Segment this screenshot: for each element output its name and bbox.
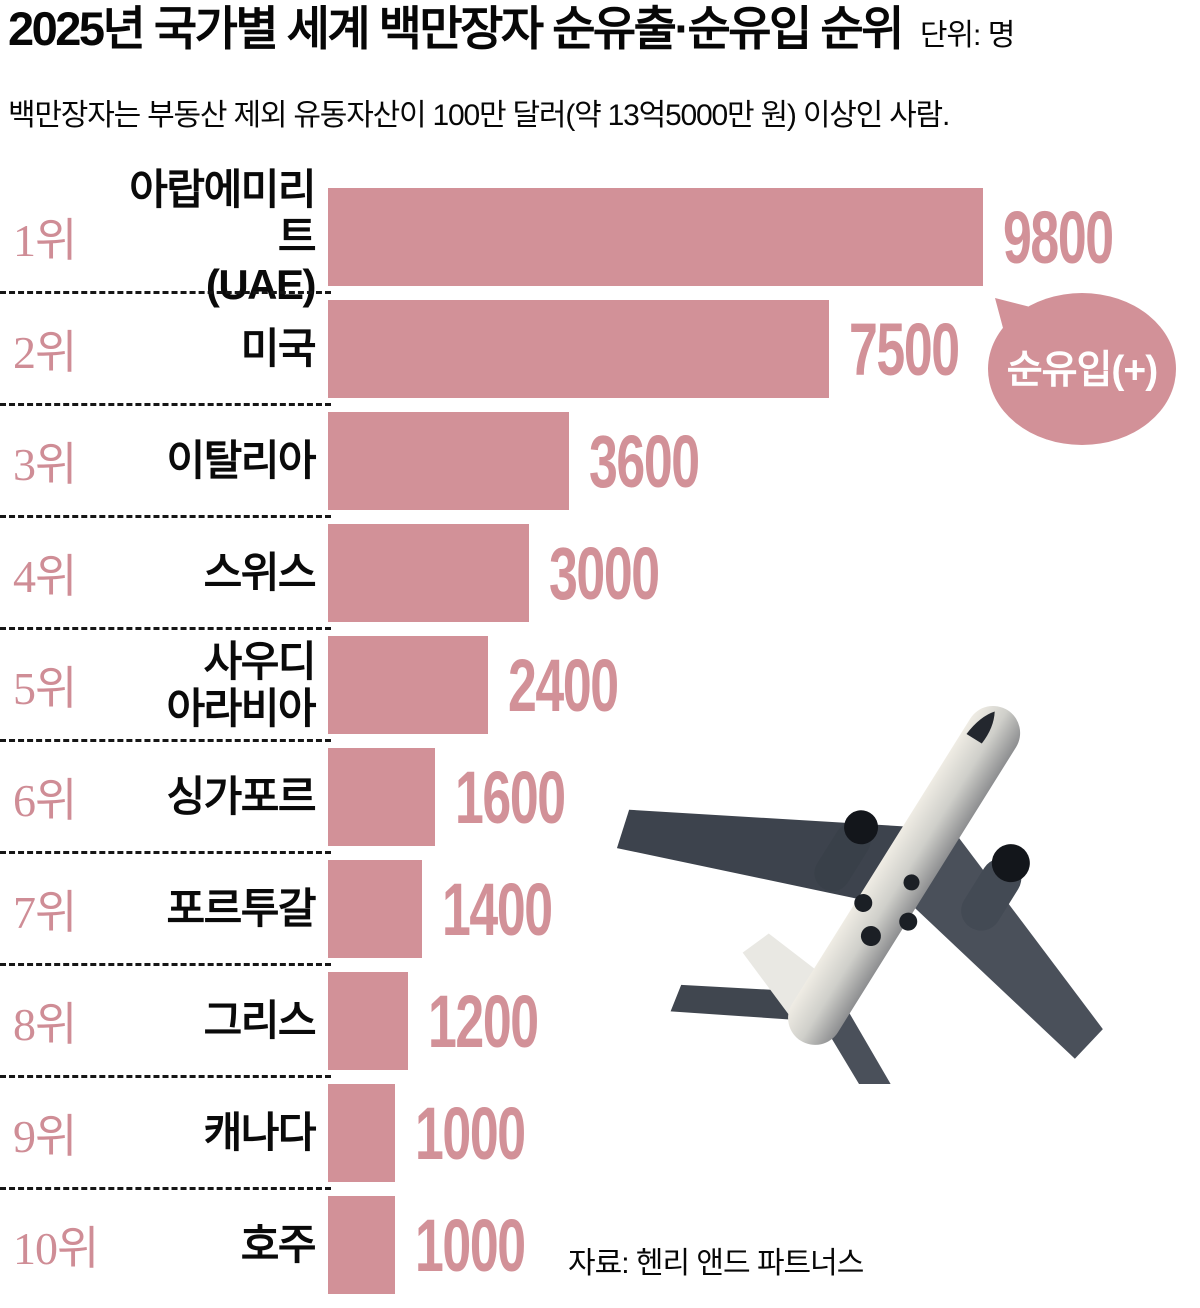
bar [328, 972, 408, 1070]
value-label: 3000 [549, 531, 660, 615]
chart-row: 10위 호주 1000 [0, 1196, 1200, 1308]
rank-label: 6위 [13, 775, 77, 826]
engine-right-intake [991, 844, 1030, 883]
chart-row: 5위 사우디 아라비아 2400 [0, 636, 1200, 748]
rank-label: 5위 [13, 663, 77, 714]
chart-row: 3위 이탈리아 3600 [0, 412, 1200, 524]
engine-left-intake [844, 810, 879, 845]
bar-chart: 1위 아랍에미리트 (UAE) 9800 2위 미국 7500 3위 이탈리아 … [0, 165, 1200, 1308]
source-credit: 자료: 헨리 앤드 파트너스 [568, 1247, 864, 1280]
value-label: 1200 [428, 979, 539, 1063]
rank-label: 9위 [13, 1111, 77, 1162]
header: 2025년 국가별 세계 백만장자 순유출·순유입 순위 단위: 명 [8, 2, 1198, 56]
value-label: 7500 [849, 307, 960, 391]
value-label: 9800 [1003, 195, 1114, 279]
value-label: 1400 [442, 867, 553, 951]
chart-row: 4위 스위스 3000 [0, 524, 1200, 636]
rank-label: 4위 [13, 551, 77, 602]
value-label: 1600 [455, 755, 566, 839]
bar [328, 748, 435, 846]
subtitle: 백만장자는 부동산 제외 유동자산이 100만 달러(약 13억5000만 원)… [8, 99, 950, 132]
rank-label: 7위 [13, 887, 77, 938]
bubble-label: 순유입(+) [1007, 349, 1157, 392]
row-separator [0, 627, 331, 630]
rank-label: 8위 [13, 999, 77, 1050]
country-label: 캐나다 [203, 1109, 317, 1157]
rank-label: 10위 [13, 1223, 99, 1274]
row-separator [0, 963, 331, 966]
value-label: 1000 [415, 1091, 526, 1175]
row-separator [0, 515, 331, 518]
landing-gear [903, 874, 920, 891]
row-separator [0, 1187, 331, 1190]
country-label: 싱가포르 [166, 773, 316, 821]
value-label: 2400 [508, 643, 619, 727]
row-separator [0, 403, 331, 406]
fuselage [788, 705, 1021, 1045]
bar [328, 300, 829, 398]
tail-stabilizer-right [820, 996, 902, 1084]
country-label: 스위스 [203, 549, 317, 597]
chart-row: 1위 아랍에미리트 (UAE) 9800 [0, 165, 1200, 308]
bubble-body [988, 293, 1176, 445]
cockpit [966, 711, 995, 744]
value-label: 1000 [415, 1203, 526, 1287]
rank-label: 2위 [13, 327, 77, 378]
landing-gear [860, 926, 881, 947]
row-separator [0, 851, 331, 854]
page-title: 2025년 국가별 세계 백만장자 순유출·순유입 순위 [8, 2, 904, 55]
bar [328, 860, 422, 958]
country-label: 미국 [240, 325, 317, 373]
airplane-icon [616, 705, 1103, 1084]
bar [328, 412, 569, 510]
net-inflow-bubble: 순유입(+) [988, 293, 1176, 445]
chart-row: 8위 그리스 1200 [0, 972, 1200, 1084]
country-label: 이탈리아 [166, 437, 316, 485]
country-label: 아랍에미리트 (UAE) [129, 165, 316, 308]
country-label: 포르투갈 [166, 885, 316, 933]
country-label: 그리스 [203, 997, 317, 1045]
bar [328, 188, 983, 286]
bar [328, 524, 529, 622]
country-label: 사우디 아라비아 [166, 637, 316, 732]
landing-gear [899, 912, 918, 931]
value-label: 3600 [589, 419, 700, 503]
wing-right [904, 828, 1103, 1059]
row-separator [0, 739, 331, 742]
chart-row: 9위 캐나다 1000 [0, 1084, 1200, 1196]
row-separator [0, 1075, 331, 1078]
bar [328, 1084, 395, 1182]
rank-label: 1위 [13, 215, 77, 266]
chart-row: 7위 포르투갈 1400 [0, 860, 1200, 972]
landing-gear [854, 893, 873, 912]
unit-label: 단위: 명 [919, 19, 1015, 52]
country-label: 호주 [240, 1221, 317, 1269]
chart-row: 2위 미국 7500 [0, 300, 1200, 412]
rank-label: 3위 [13, 439, 77, 490]
chart-row: 6위 싱가포르 1600 [0, 748, 1200, 860]
bar [328, 1196, 395, 1294]
row-separator [0, 291, 331, 294]
bar [328, 636, 488, 734]
